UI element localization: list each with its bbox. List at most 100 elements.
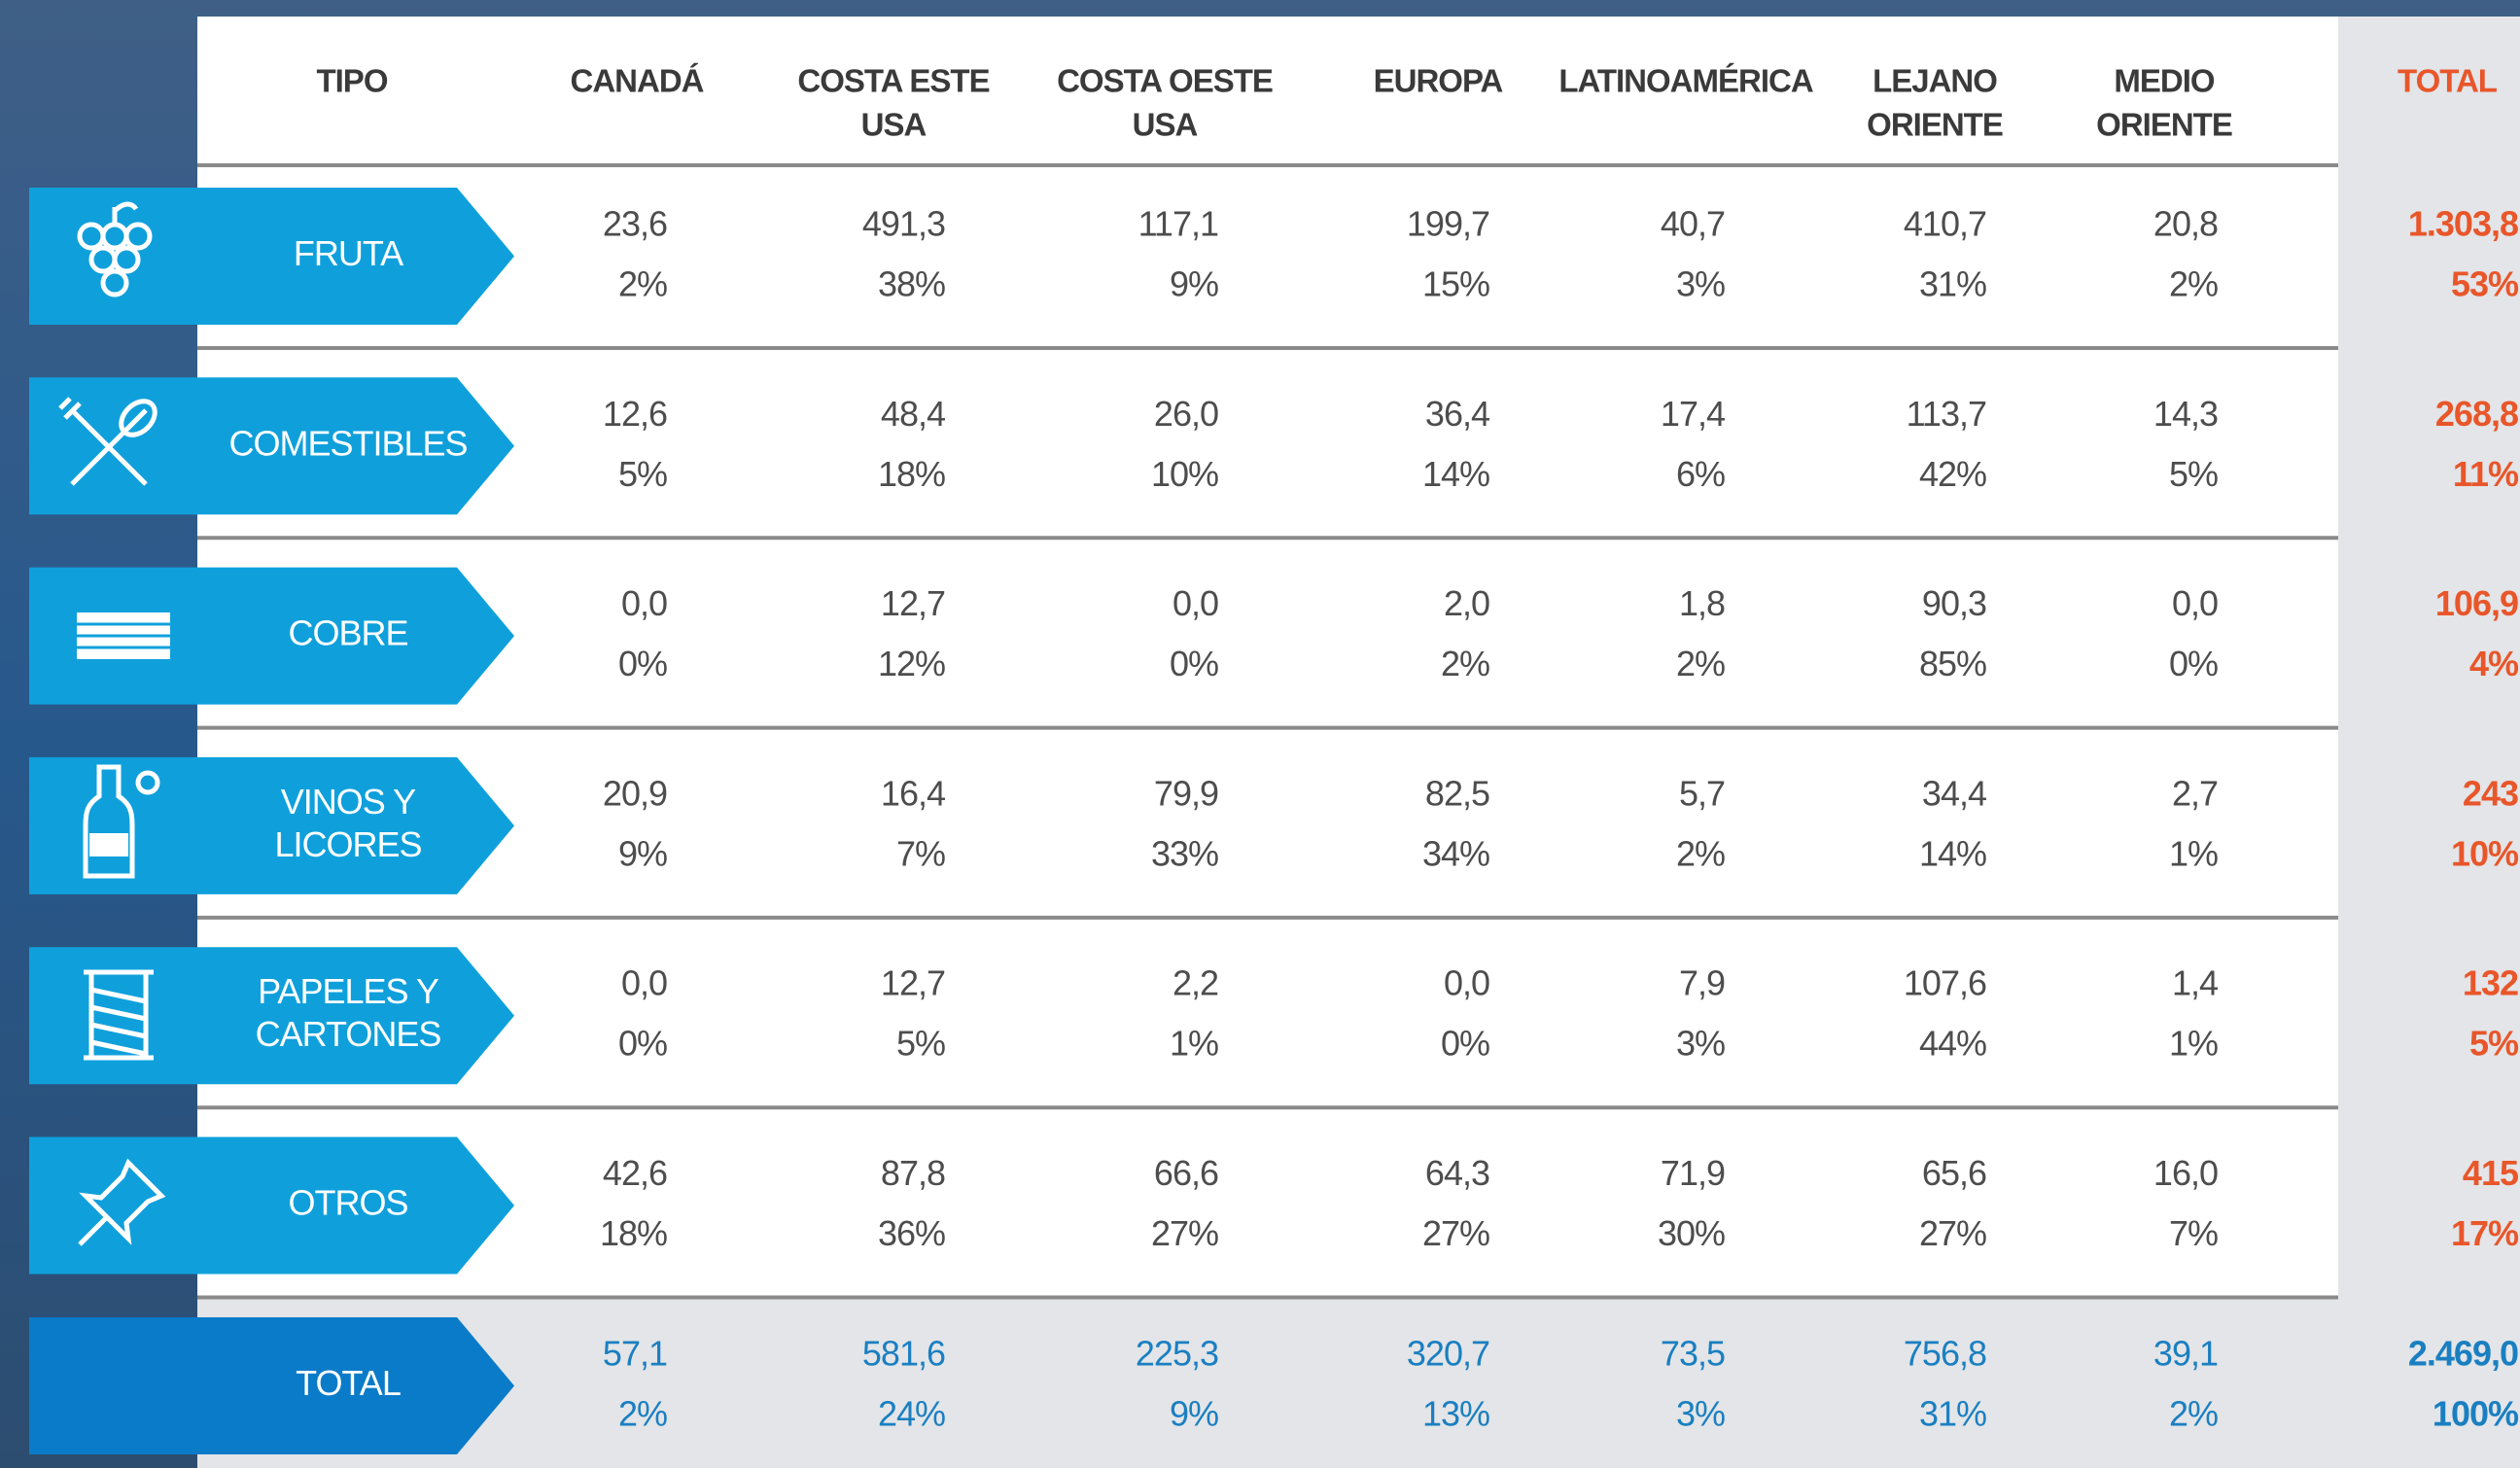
cell-value: 64,3: [1425, 1153, 1489, 1193]
cell-value: 0,0: [621, 583, 667, 623]
column-header: COSTA OESTE: [1057, 63, 1273, 99]
cell-percent: 0%: [618, 1024, 667, 1064]
cell-value: 65,6: [1922, 1153, 1986, 1193]
cell-percent: 15%: [1422, 264, 1489, 304]
column-header: EUROPA: [1374, 63, 1503, 99]
cell-percent: 4%: [2469, 644, 2519, 683]
cell-value: 71,9: [1661, 1153, 1725, 1193]
cell-percent: 7%: [2169, 1213, 2218, 1253]
cell-percent: 44%: [1919, 1024, 1986, 1064]
cell-percent: 31%: [1919, 264, 1986, 304]
cell-value: 1,4: [2172, 963, 2218, 1003]
cell-percent: 1%: [2169, 833, 2218, 873]
cell-value: 16,4: [881, 773, 945, 813]
cell-percent: 13%: [1422, 1394, 1489, 1434]
cell-percent: 3%: [1676, 1394, 1725, 1434]
copper-icon: [77, 612, 170, 659]
cell-percent: 27%: [1151, 1213, 1218, 1253]
cell-percent: 2%: [2169, 1394, 2218, 1434]
cell-value: 2,7: [2172, 773, 2218, 813]
cell-percent: 5%: [618, 454, 667, 494]
cell-value: 2,0: [1444, 583, 1489, 623]
cell-value: 82,5: [1425, 773, 1489, 813]
cell-percent: 5%: [2469, 1024, 2519, 1064]
cell-percent: 36%: [878, 1213, 945, 1253]
cell-percent: 2%: [1676, 644, 1725, 683]
cell-value: 14,3: [2153, 394, 2218, 434]
cell-value: 40,7: [1661, 204, 1725, 244]
cell-percent: 27%: [1919, 1213, 1986, 1253]
cell-value: 268,8: [2435, 394, 2518, 434]
row-banner: [29, 188, 514, 325]
row-label: TOTAL: [296, 1363, 401, 1403]
cell-percent: 2%: [618, 264, 667, 304]
cell-percent: 18%: [878, 454, 945, 494]
cell-percent: 9%: [618, 833, 667, 873]
cell-value: 57,1: [603, 1334, 667, 1374]
cell-value: 132: [2463, 963, 2518, 1003]
column-header: USA: [1133, 107, 1198, 143]
row-label: VINOS Y: [281, 782, 416, 821]
cell-percent: 18%: [600, 1213, 667, 1253]
row-label: COBRE: [288, 613, 407, 653]
cell-value: 106,9: [2435, 583, 2518, 623]
cell-value: 20,9: [603, 773, 667, 813]
column-header: ORIENTE: [2096, 107, 2232, 143]
cell-value: 0,0: [1172, 583, 1218, 623]
cell-percent: 42%: [1919, 454, 1986, 494]
row-label: OTROS: [288, 1183, 407, 1223]
cell-percent: 17%: [2451, 1213, 2519, 1253]
cell-value: 415: [2463, 1153, 2519, 1193]
cell-percent: 2%: [2169, 264, 2218, 304]
cell-value: 20,8: [2153, 204, 2218, 244]
cell-value: 0,0: [1444, 963, 1489, 1003]
row-banner: [29, 1317, 514, 1454]
cell-percent: 3%: [1676, 264, 1725, 304]
cell-value: 199,7: [1407, 204, 1489, 244]
cell-value: 66,6: [1154, 1153, 1218, 1193]
column-header: ORIENTE: [1867, 107, 2003, 143]
cell-value: 0,0: [2172, 583, 2218, 623]
column-header: TOTAL: [2398, 63, 2498, 99]
cell-percent: 24%: [878, 1394, 945, 1434]
cell-value: 36,4: [1425, 394, 1489, 434]
cell-percent: 2%: [1676, 833, 1725, 873]
column-header: CANADÁ: [571, 63, 704, 99]
cell-percent: 10%: [1151, 454, 1218, 494]
cell-value: 0,0: [621, 963, 667, 1003]
cell-value: 26,0: [1154, 394, 1218, 434]
cell-value: 107,6: [1904, 963, 1986, 1003]
cell-value: 12,6: [603, 394, 667, 434]
cell-percent: 33%: [1151, 833, 1218, 873]
cell-percent: 0%: [1441, 1024, 1489, 1064]
cell-percent: 11%: [2453, 454, 2519, 494]
row-label: COMESTIBLES: [228, 423, 467, 463]
cell-percent: 6%: [1676, 454, 1725, 494]
cell-value: 113,7: [1907, 394, 1986, 434]
cell-value: 17,4: [1661, 394, 1725, 434]
total-row-bg: [197, 1299, 2338, 1468]
cell-percent: 0%: [2169, 644, 2218, 683]
cell-value: 79,9: [1154, 773, 1218, 813]
row-label: CARTONES: [256, 1014, 441, 1054]
cell-value: 39,1: [2153, 1334, 2218, 1374]
cell-value: 48,4: [881, 394, 945, 434]
cell-percent: 5%: [2169, 454, 2218, 494]
cell-percent: 1%: [1170, 1024, 1218, 1064]
column-header: LEJANO: [1872, 63, 1997, 99]
cell-percent: 0%: [1170, 644, 1218, 683]
cell-percent: 2%: [1441, 644, 1489, 683]
cell-percent: 85%: [1919, 644, 1986, 683]
cell-value: 410,7: [1904, 204, 1986, 244]
cell-value: 581,6: [862, 1334, 945, 1374]
cell-value: 1.303,8: [2408, 204, 2518, 244]
column-header: MEDIO: [2114, 63, 2215, 99]
cell-value: 243: [2463, 773, 2518, 813]
cell-value: 7,9: [1679, 963, 1725, 1003]
cell-percent: 9%: [1170, 264, 1218, 304]
cell-value: 5,7: [1679, 773, 1725, 813]
cell-percent: 100%: [2432, 1394, 2519, 1434]
column-header: LATINOAMÉRICA: [1558, 63, 1813, 99]
cell-percent: 5%: [896, 1024, 945, 1064]
page: FRUTA23,62%491,338%117,19%199,715%40,73%…: [0, 0, 2520, 1468]
